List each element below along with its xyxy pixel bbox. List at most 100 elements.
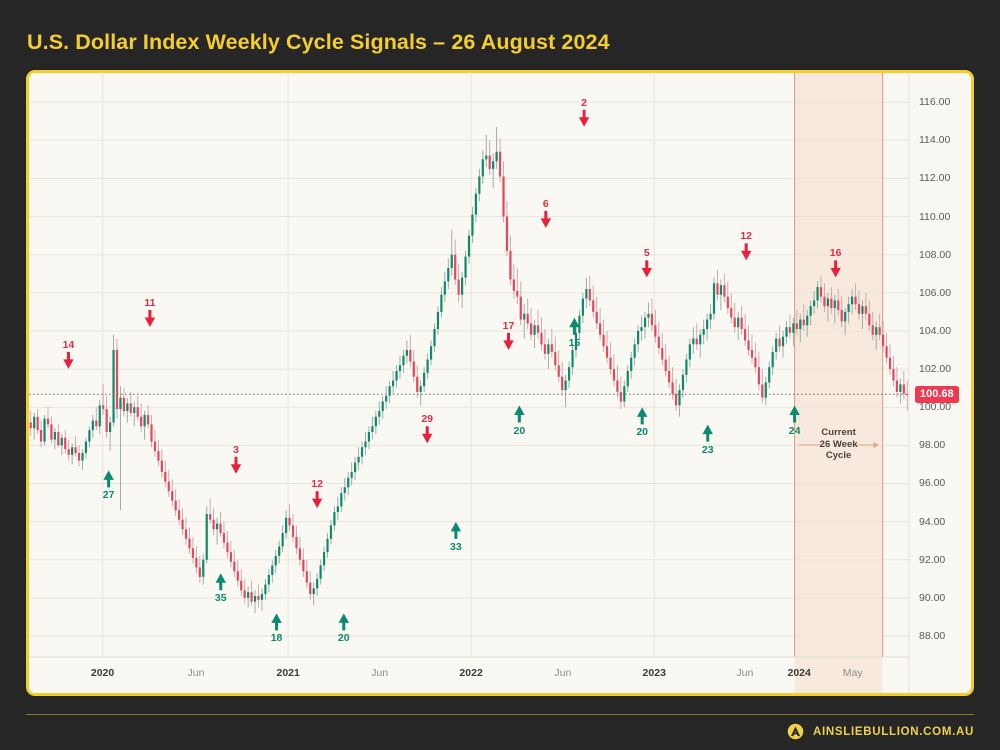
y-axis-tick-label: 102.00: [919, 363, 952, 376]
candle-body: [105, 409, 108, 433]
candle-body: [574, 332, 578, 351]
candle-body: [36, 416, 39, 431]
candle-body: [374, 416, 377, 427]
candle-body: [423, 372, 426, 387]
candle-body: [181, 519, 184, 530]
page-title: U.S. Dollar Index Weekly Cycle Signals –…: [27, 30, 610, 54]
candle-body: [533, 325, 536, 335]
candle-body: [253, 595, 257, 602]
candle-body: [840, 309, 843, 322]
chart-svg: [29, 73, 910, 693]
candle-body: [540, 332, 543, 345]
candle-body: [605, 346, 609, 358]
candle-body: [882, 334, 885, 347]
candle-body: [588, 289, 591, 301]
chart-panel: 116.00 114.00 112.00 110.00 108.00 106.00 104.…: [26, 70, 974, 696]
candle-body: [178, 510, 181, 520]
candle-body: [191, 548, 195, 558]
candle-body: [778, 338, 781, 347]
candle-body: [398, 365, 402, 371]
candle-body: [316, 578, 319, 589]
candle-body: [802, 319, 805, 326]
candle-body: [685, 359, 688, 375]
candle-body: [481, 159, 484, 177]
candle-body: [626, 371, 629, 387]
candle-body: [295, 536, 298, 549]
candle-body: [661, 348, 664, 360]
candle-body: [264, 584, 267, 595]
candle-body: [806, 315, 809, 326]
candle-body: [274, 555, 277, 566]
sell-signal-arrow: [741, 243, 752, 261]
candle-body: [743, 329, 747, 341]
signal-label: 11: [144, 296, 156, 309]
signal-label: 23: [701, 443, 714, 456]
candle-body: [899, 384, 902, 392]
candle-body: [819, 287, 823, 297]
candle-body: [523, 313, 526, 320]
y-axis-tick-label: 94.00: [919, 515, 946, 528]
candle-body: [888, 357, 892, 370]
x-axis-tick-label: Jun: [187, 667, 205, 679]
candle-body: [609, 357, 612, 370]
current-price-badge: 100.68: [915, 386, 959, 403]
candle-body: [771, 351, 774, 368]
candle-body: [492, 161, 495, 169]
candle-body: [526, 313, 529, 324]
candle-body: [692, 338, 695, 345]
candle-body: [260, 594, 264, 600]
candle-body: [712, 283, 716, 314]
candle-body: [419, 386, 422, 392]
candle-body: [243, 590, 246, 598]
buy-signal-arrow: [338, 613, 349, 631]
candle-body: [226, 542, 229, 553]
signal-label: 27: [102, 489, 115, 502]
x-axis-tick-label: 2022: [459, 667, 483, 679]
y-axis-tick-label: 96.00: [919, 477, 946, 490]
candle-body: [502, 176, 505, 217]
x-axis-tick-label: Jun: [554, 667, 572, 679]
candle-body: [467, 235, 471, 257]
candle-body: [102, 405, 105, 410]
candle-body: [167, 481, 170, 492]
candle-body: [140, 416, 143, 427]
candle-body: [267, 575, 270, 585]
sell-signal-arrow: [422, 426, 433, 444]
candle-body: [95, 420, 98, 427]
candle-body: [247, 592, 250, 598]
sell-signal-arrow: [578, 109, 590, 127]
candle-body: [795, 323, 798, 330]
candle-body: [229, 552, 232, 562]
buy-signal-arrow: [702, 424, 713, 442]
candle-body: [892, 369, 895, 381]
candle-body: [222, 533, 226, 543]
candle-body: [215, 523, 219, 530]
candle-body: [706, 319, 709, 330]
candle-body: [654, 325, 657, 337]
candle-body: [164, 472, 167, 482]
candle-body: [630, 357, 633, 371]
signal-label: 2: [581, 96, 588, 109]
candle-body: [757, 367, 760, 385]
candle-body: [146, 414, 150, 425]
candle-body: [633, 344, 636, 358]
buy-signal-arrow: [636, 407, 648, 425]
signal-label: 3: [233, 443, 239, 456]
sell-signal-arrow: [503, 332, 514, 350]
candle-body: [847, 304, 850, 312]
candle-body: [378, 411, 381, 417]
signal-label: 18: [270, 632, 283, 645]
candle-body: [364, 441, 367, 448]
candle-body: [733, 317, 736, 328]
candle-body: [88, 430, 91, 442]
candle-body: [668, 371, 671, 383]
candle-body: [681, 374, 685, 391]
buy-signal-arrow: [450, 521, 462, 539]
candle-body: [98, 405, 101, 427]
candle-body: [567, 367, 571, 381]
candle-body: [512, 279, 515, 291]
candle-body: [133, 407, 136, 413]
y-axis-tick-label: 98.00: [919, 439, 946, 452]
candle-body: [871, 325, 874, 335]
candle-body: [674, 393, 678, 406]
